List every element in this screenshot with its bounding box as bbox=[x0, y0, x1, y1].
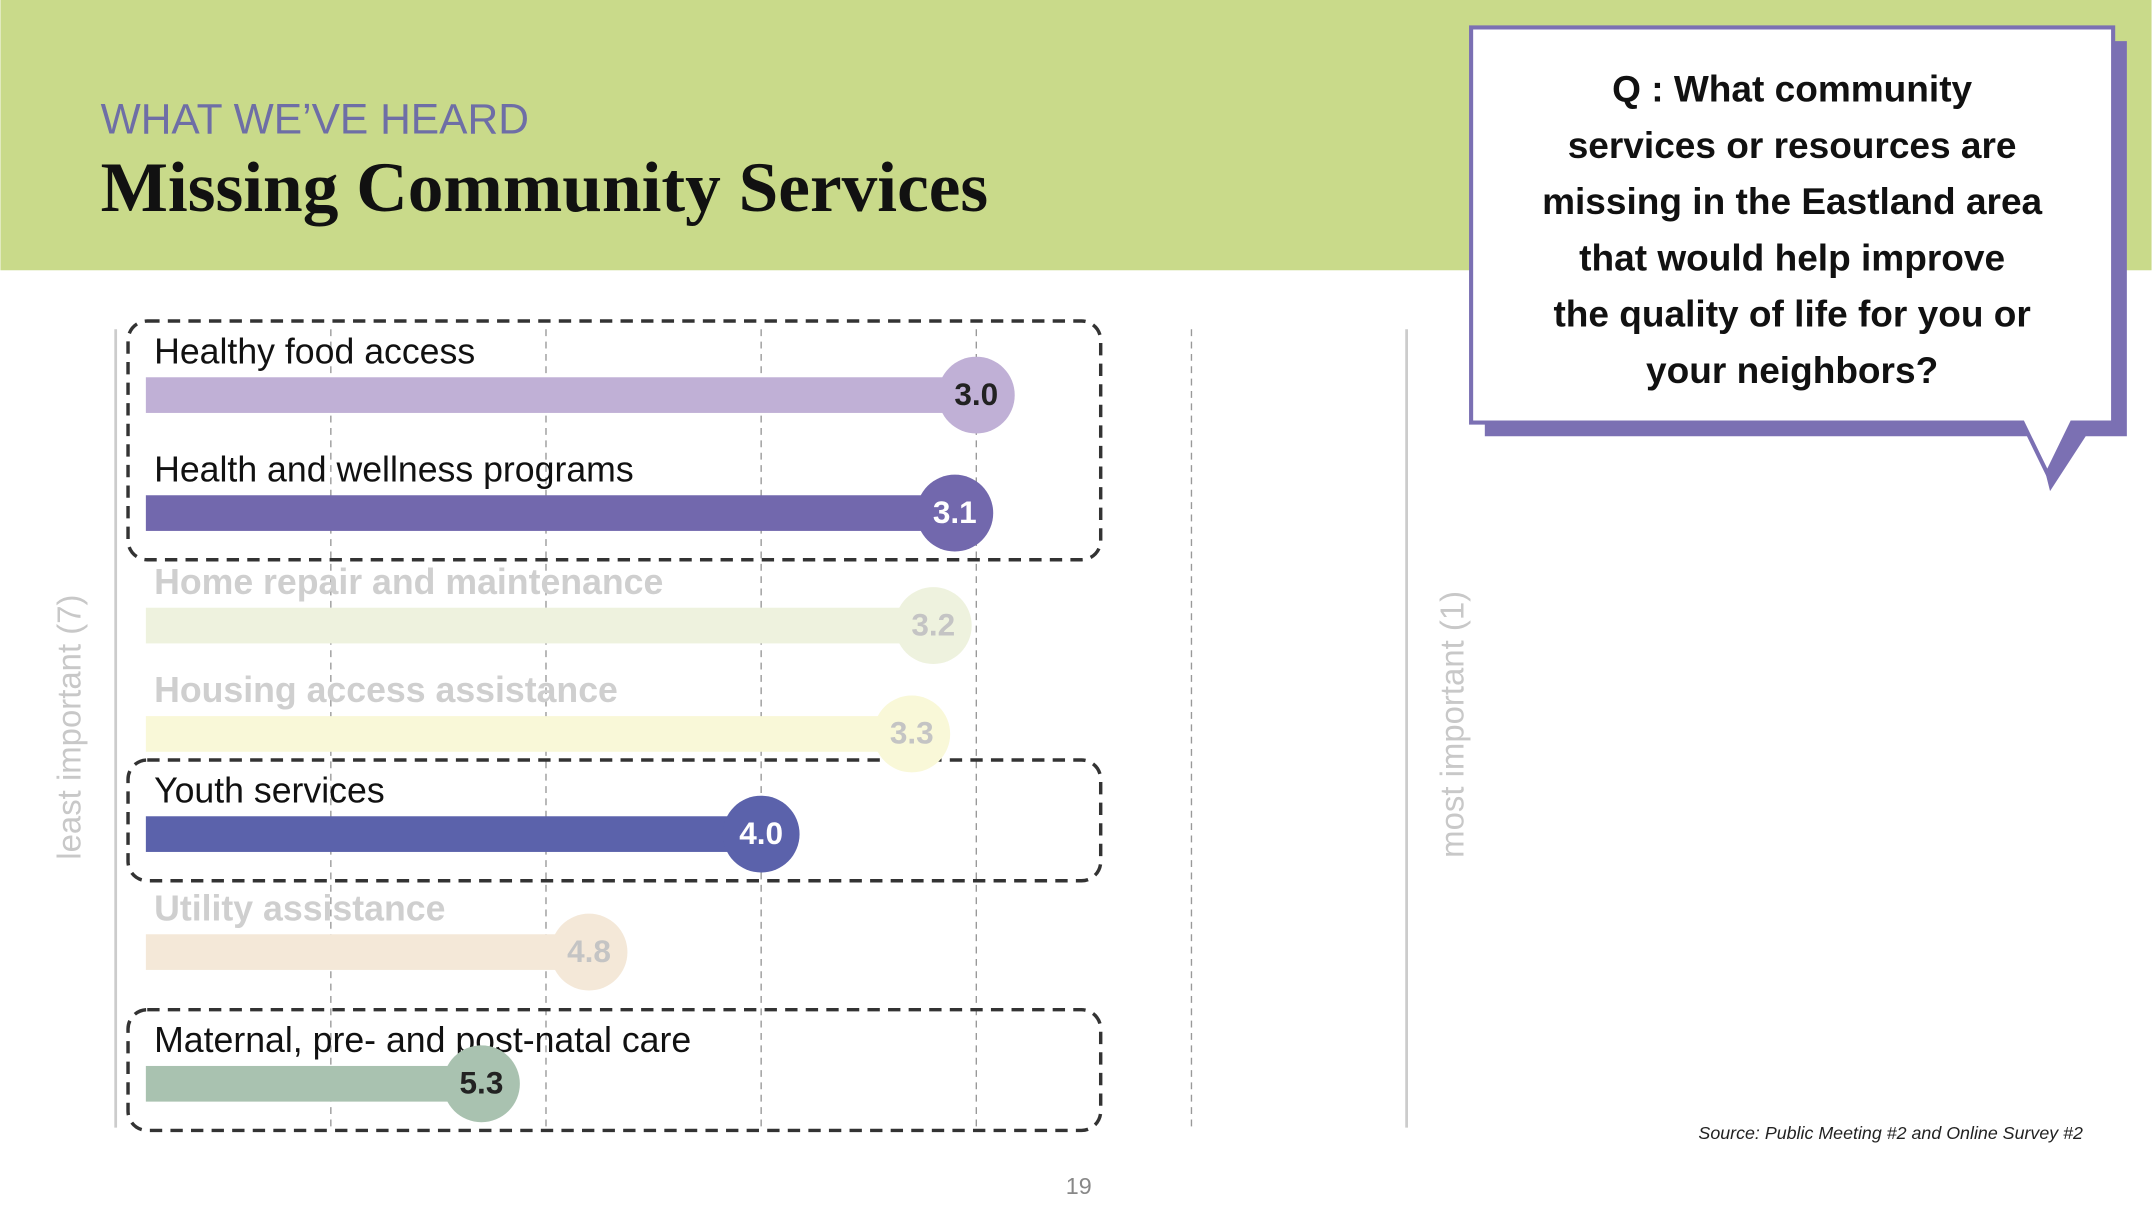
axis-label: most important (1) bbox=[1433, 591, 1470, 858]
page-number: 19 bbox=[1066, 1173, 1092, 1199]
chart: least important (7) most important (1) Hea… bbox=[50, 319, 1470, 1133]
kicker: WHAT WE’VE HEARD bbox=[101, 96, 529, 143]
question-line: that would help improve bbox=[1579, 236, 2005, 278]
bar-end bbox=[722, 795, 800, 873]
bar bbox=[145, 495, 955, 531]
value-label: 3.2 bbox=[911, 606, 955, 642]
question-line: services or resources are bbox=[1568, 124, 2017, 166]
category-label: Home repair and maintenance bbox=[154, 562, 663, 602]
bar bbox=[145, 1065, 482, 1102]
category-label: Maternal, pre- and post-natal care bbox=[154, 1020, 691, 1060]
callout-box bbox=[1469, 25, 2116, 479]
category-label: Utility assistance bbox=[154, 888, 445, 928]
highlight-box bbox=[126, 1007, 1103, 1133]
bar-end bbox=[443, 1045, 520, 1123]
bar-end bbox=[550, 913, 628, 991]
category-label: Housing access assistance bbox=[154, 670, 618, 710]
value-label: 5.3 bbox=[460, 1064, 504, 1100]
value-label: 3.1 bbox=[933, 494, 977, 530]
value-label: 4.8 bbox=[567, 933, 611, 969]
bar-end bbox=[937, 356, 1015, 434]
value-label: 3.0 bbox=[954, 376, 998, 412]
callout bbox=[1469, 25, 2127, 492]
question-line: your neighbors? bbox=[1646, 349, 1938, 391]
question-line: Q : What community bbox=[1612, 68, 1972, 110]
source: Source: Public Meeting #2 and Online Sur… bbox=[1698, 1123, 2083, 1143]
bar bbox=[145, 716, 912, 752]
title: Missing Community Services bbox=[101, 148, 989, 227]
category-label: Healthy food access bbox=[154, 331, 475, 371]
axis-label: least important (7) bbox=[50, 595, 87, 860]
bar bbox=[145, 377, 977, 413]
bar-end bbox=[916, 474, 994, 552]
bar bbox=[145, 816, 762, 852]
value-label: 3.3 bbox=[890, 715, 934, 751]
bar-end bbox=[873, 695, 951, 773]
category-label: Youth services bbox=[154, 770, 385, 810]
bar-end bbox=[894, 587, 972, 664]
bar bbox=[145, 607, 934, 644]
highlight-box bbox=[126, 758, 1103, 883]
question-line: the quality of life for you or bbox=[1553, 293, 2030, 335]
category-label: Health and wellness programs bbox=[154, 449, 634, 489]
question-line: missing in the Eastland area bbox=[1542, 180, 2042, 222]
bar bbox=[145, 934, 590, 970]
value-label: 4.0 bbox=[739, 815, 783, 851]
